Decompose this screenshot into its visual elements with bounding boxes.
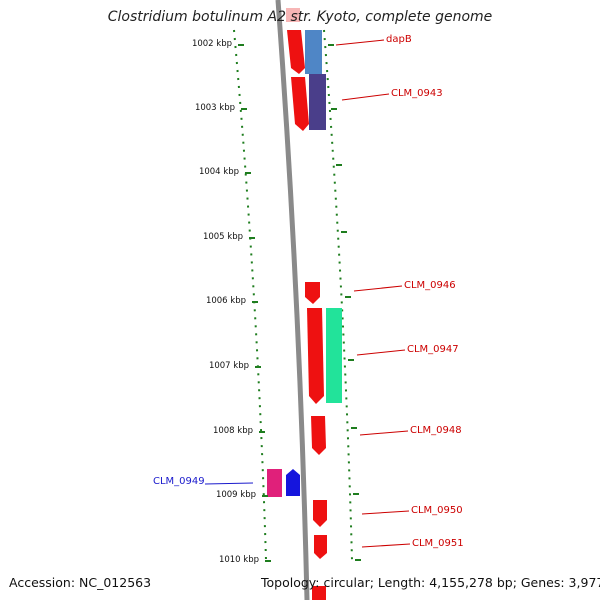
scale-label: 1002 kbp — [191, 39, 232, 49]
gene-label[interactable]: CLM_0951 — [412, 538, 464, 549]
gene-bar-bottom — [312, 586, 326, 600]
gene-arrow — [307, 308, 324, 404]
gene-label[interactable]: CLM_0943 — [391, 88, 443, 99]
label-leader-line — [359, 430, 409, 436]
gene-label[interactable]: CLM_0948 — [410, 425, 462, 436]
gene-block-clm-0948[interactable] — [311, 416, 326, 455]
gene-block-clm-0949[interactable] — [267, 469, 300, 497]
gene-arrow — [305, 282, 320, 304]
scale-label: 1003 kbp — [194, 103, 235, 113]
gene-block-dapb[interactable] — [287, 30, 322, 74]
label-leader-lines — [204, 39, 411, 548]
gene-arrow — [291, 77, 309, 131]
scale-label: 1009 kbp — [215, 490, 256, 500]
gene-bar-top — [286, 8, 300, 22]
gene-label[interactable]: CLM_0950 — [411, 505, 463, 516]
gene-bar — [267, 469, 282, 497]
scale-label: 1010 kbp — [218, 555, 259, 565]
label-leader-line — [361, 510, 410, 515]
gene-arrow — [311, 416, 326, 455]
gene-bar — [309, 74, 326, 130]
gene-block-clm-0943[interactable] — [291, 74, 326, 131]
label-leader-line — [204, 482, 254, 485]
gene-block-clm-0950[interactable] — [313, 500, 327, 527]
gene-arrow — [314, 535, 327, 559]
gene-bar — [326, 308, 342, 403]
gene-arrow — [286, 469, 300, 496]
gene-label[interactable]: CLM_0949 — [153, 476, 205, 487]
gene-label[interactable]: CLM_0946 — [404, 280, 456, 291]
outer-scale-dots — [323, 29, 353, 561]
label-leader-line — [335, 39, 385, 46]
scale-label: 1006 kbp — [205, 296, 246, 306]
label-leader-line — [361, 543, 411, 548]
accession-text: Accession: NC_012563 — [9, 575, 152, 590]
scale-label: 1005 kbp — [202, 232, 243, 242]
gene-label[interactable]: dapB — [386, 34, 412, 45]
label-leader-line — [356, 349, 406, 356]
label-leader-line — [353, 285, 403, 292]
gene-label[interactable]: CLM_0947 — [407, 344, 459, 355]
topology-text: Topology: circular; Length: 4,155,278 bp… — [261, 575, 600, 590]
gene-block-clm-0946[interactable] — [305, 282, 320, 304]
scale-label: 1008 kbp — [212, 426, 253, 436]
gene-block-clm-0951[interactable] — [314, 535, 327, 559]
map-title: Clostridium botulinum A2 str. Kyoto, com… — [107, 9, 493, 25]
gene-block-clm-0947[interactable] — [307, 308, 342, 404]
genome-backbone — [275, 0, 310, 600]
label-leader-line — [341, 93, 390, 101]
gene-arrow — [313, 500, 327, 527]
gene-arrow — [287, 30, 305, 74]
inner-scale-dots — [233, 29, 267, 561]
scale-label: 1004 kbp — [198, 167, 239, 177]
scale-ticks — [238, 44, 361, 562]
gene-bar — [305, 30, 322, 74]
scale-label: 1007 kbp — [208, 361, 249, 371]
